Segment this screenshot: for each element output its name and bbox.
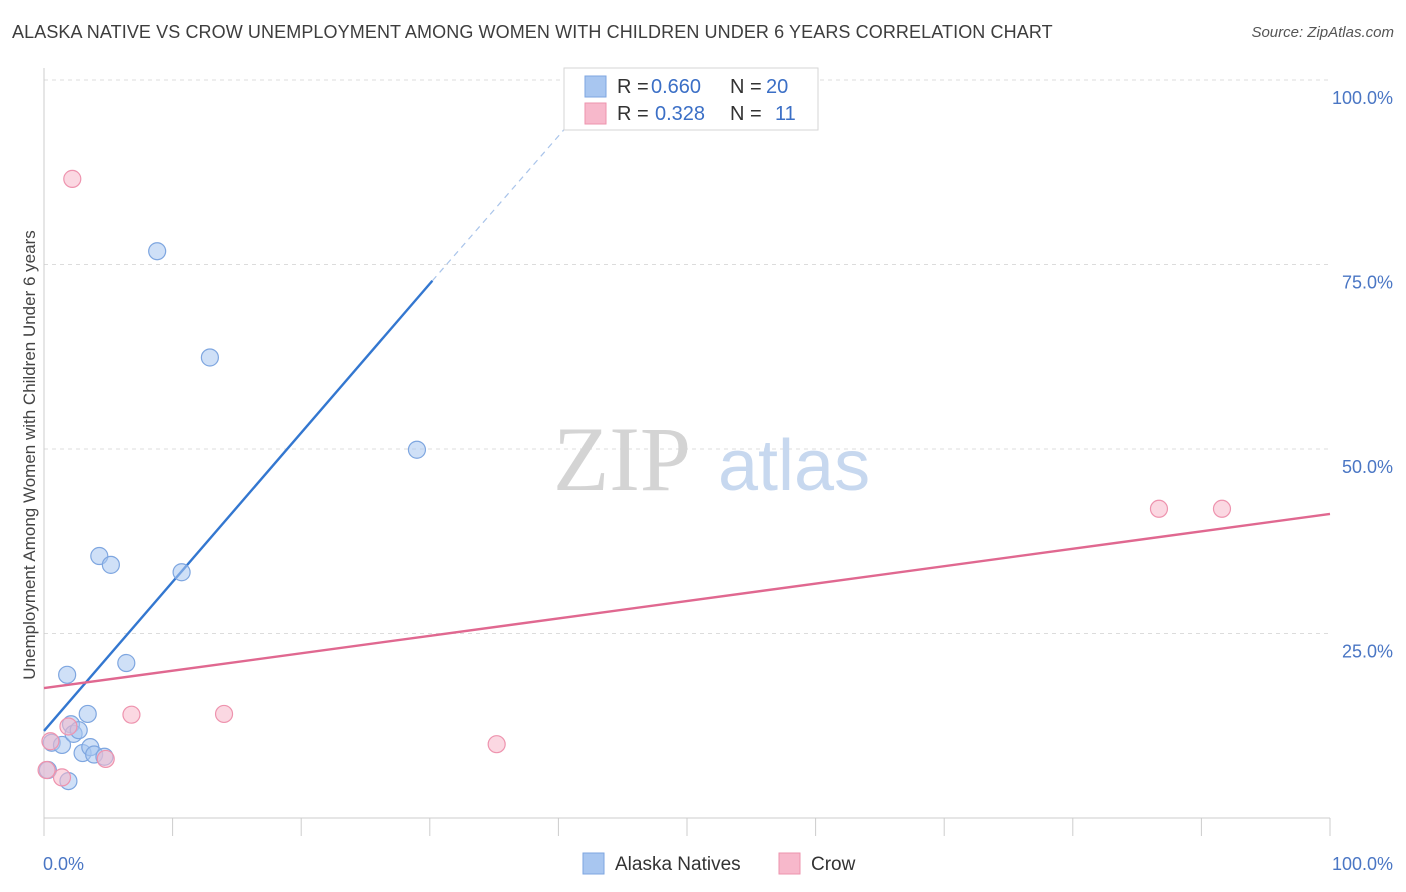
point-crow-5 <box>96 749 115 769</box>
bottom-legend-swatch-crow <box>778 852 801 875</box>
trend-line-0 <box>43 279 434 732</box>
legend-r-label-alaska: R = <box>617 76 649 98</box>
x-tick-label-1: 100.0% <box>1332 854 1393 874</box>
tick-labels: 25.0% 50.0% 75.0% 100.0% 0.0% 100.0% <box>43 88 1393 874</box>
y-tick-label-3: 100.0% <box>1332 88 1393 108</box>
y-axis-title: Unemployment Among Women with Children U… <box>20 230 39 679</box>
point-crow-7 <box>214 704 234 724</box>
watermark: ZIP atlas <box>553 408 870 510</box>
legend-swatch-crow <box>584 102 607 125</box>
y-tick-label-1: 50.0% <box>1342 457 1393 477</box>
point-alaska-17 <box>200 348 219 367</box>
point-crow-10 <box>1212 499 1232 518</box>
point-crow-2 <box>52 768 72 787</box>
bottom-legend-label-alaska: Alaska Natives <box>615 854 741 875</box>
y-tick-label-2: 75.0% <box>1342 273 1393 293</box>
data-points <box>37 169 1232 791</box>
point-crow-0 <box>37 760 56 780</box>
legend-swatch-alaska <box>584 75 607 98</box>
point-alaska-13 <box>101 555 120 574</box>
point-alaska-15 <box>148 242 167 261</box>
point-crow-9 <box>1149 499 1169 518</box>
bottom-legend: Alaska Natives Crow <box>582 852 856 875</box>
point-crow-3 <box>59 717 78 736</box>
chart-title: ALASKA NATIVE VS CROW UNEMPLOYMENT AMONG… <box>12 22 1053 42</box>
legend-n-value-alaska: 20 <box>766 76 788 98</box>
x-tick-label-0: 0.0% <box>43 854 84 874</box>
legend-r-value-alaska: 0.660 <box>651 76 701 98</box>
watermark-atlas: atlas <box>718 426 870 506</box>
axes <box>43 68 1331 836</box>
watermark-zip: ZIP <box>553 408 691 510</box>
source-label: Source: ZipAtlas.com <box>1251 24 1394 41</box>
point-crow-8 <box>487 735 506 754</box>
legend-box: R = 0.660 N = 20 R = 0.328 N = 11 <box>563 67 819 131</box>
bottom-legend-swatch-alaska <box>582 852 605 875</box>
trend-line-1 <box>43 512 1331 690</box>
bottom-legend-label-crow: Crow <box>811 854 856 875</box>
point-alaska-2 <box>58 665 77 684</box>
point-alaska-14 <box>117 653 136 673</box>
legend-n-label-crow: N = <box>730 103 762 125</box>
grid-lines <box>44 79 1330 634</box>
legend-r-value-crow: 0.328 <box>655 103 705 125</box>
legend-n-label-alaska: N = <box>730 76 762 98</box>
point-alaska-16 <box>172 563 191 582</box>
legend-r-label-crow: R = <box>617 103 649 125</box>
point-alaska-18 <box>407 440 427 459</box>
point-crow-6 <box>122 705 141 724</box>
point-alaska-8 <box>78 704 97 724</box>
legend-n-value-crow: 11 <box>775 103 796 125</box>
point-crow-1 <box>41 732 60 751</box>
y-tick-label-0: 25.0% <box>1342 642 1393 662</box>
point-crow-4 <box>63 169 82 188</box>
